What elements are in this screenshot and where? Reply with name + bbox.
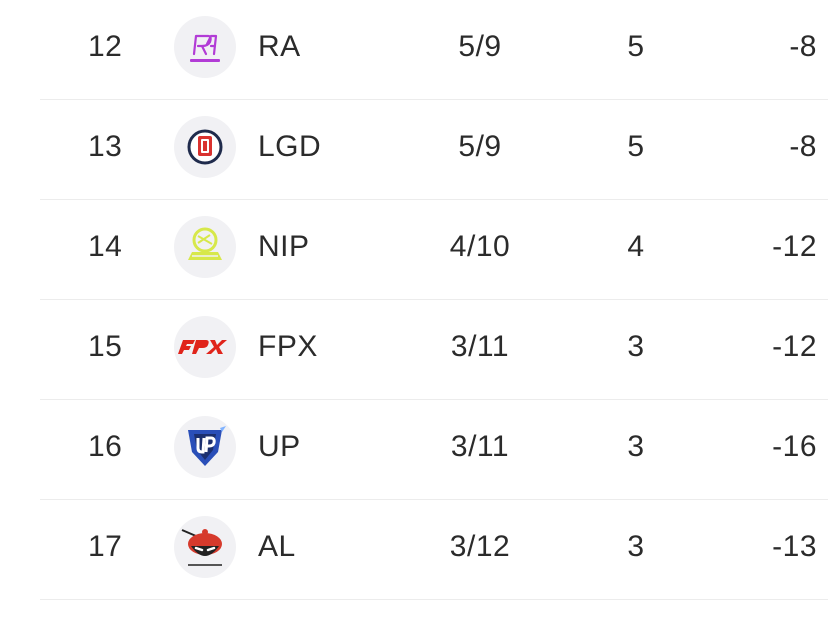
table-row[interactable]: 13 LGD 5/9 5 -8: [0, 100, 828, 200]
diff-cell: -12: [772, 230, 817, 263]
team-name: AL: [258, 530, 296, 563]
rank-cell: 14: [88, 230, 123, 263]
lgd-team-logo-icon: [174, 116, 236, 178]
points-cell: 4: [627, 230, 645, 263]
record-cell: 5/9: [458, 130, 502, 163]
nip-team-logo-icon: [174, 216, 236, 278]
rank-cell: 13: [88, 130, 123, 163]
ra-team-logo-icon: [174, 16, 236, 78]
team-name: RA: [258, 30, 301, 63]
record-cell: 5/9: [458, 30, 502, 63]
rank-cell: 15: [88, 330, 123, 363]
diff-cell: -12: [772, 330, 817, 363]
diff-cell: -16: [772, 430, 817, 463]
team-name: LGD: [258, 130, 322, 163]
table-row[interactable]: 12 RA 5/9 5 -8: [0, 0, 828, 100]
team-name: UP: [258, 430, 301, 463]
record-cell: 3/12: [449, 530, 511, 563]
table-row[interactable]: 14 NIP 4/10 4 -12: [0, 200, 828, 300]
table-row[interactable]: 16 UP 3/11 3 -16: [0, 400, 828, 500]
rank-cell: 17: [88, 530, 123, 563]
al-team-logo-icon: [174, 516, 236, 578]
record-cell: 4/10: [449, 230, 511, 263]
row-divider: [40, 199, 828, 200]
points-cell: 5: [627, 30, 645, 63]
fpx-team-logo-icon: [174, 316, 236, 378]
row-divider: [40, 499, 828, 500]
table-row[interactable]: 17 AL 3/12 3 -13: [0, 500, 828, 600]
record-cell: 3/11: [450, 330, 510, 363]
rank-cell: 16: [88, 430, 123, 463]
points-cell: 5: [627, 130, 645, 163]
up-team-logo-icon: [174, 416, 236, 478]
team-name: NIP: [258, 230, 310, 263]
rank-cell: 12: [88, 30, 123, 63]
team-name: FPX: [258, 330, 318, 363]
points-cell: 3: [627, 430, 645, 463]
row-divider: [40, 99, 828, 100]
record-cell: 3/11: [450, 430, 510, 463]
row-divider: [40, 599, 828, 600]
diff-cell: -8: [789, 130, 817, 163]
diff-cell: -8: [789, 30, 817, 63]
table-row[interactable]: 15 FPX 3/11 3 -12: [0, 300, 828, 400]
row-divider: [40, 299, 828, 300]
points-cell: 3: [627, 330, 645, 363]
row-divider: [40, 399, 828, 400]
diff-cell: -13: [772, 530, 817, 563]
points-cell: 3: [627, 530, 645, 563]
